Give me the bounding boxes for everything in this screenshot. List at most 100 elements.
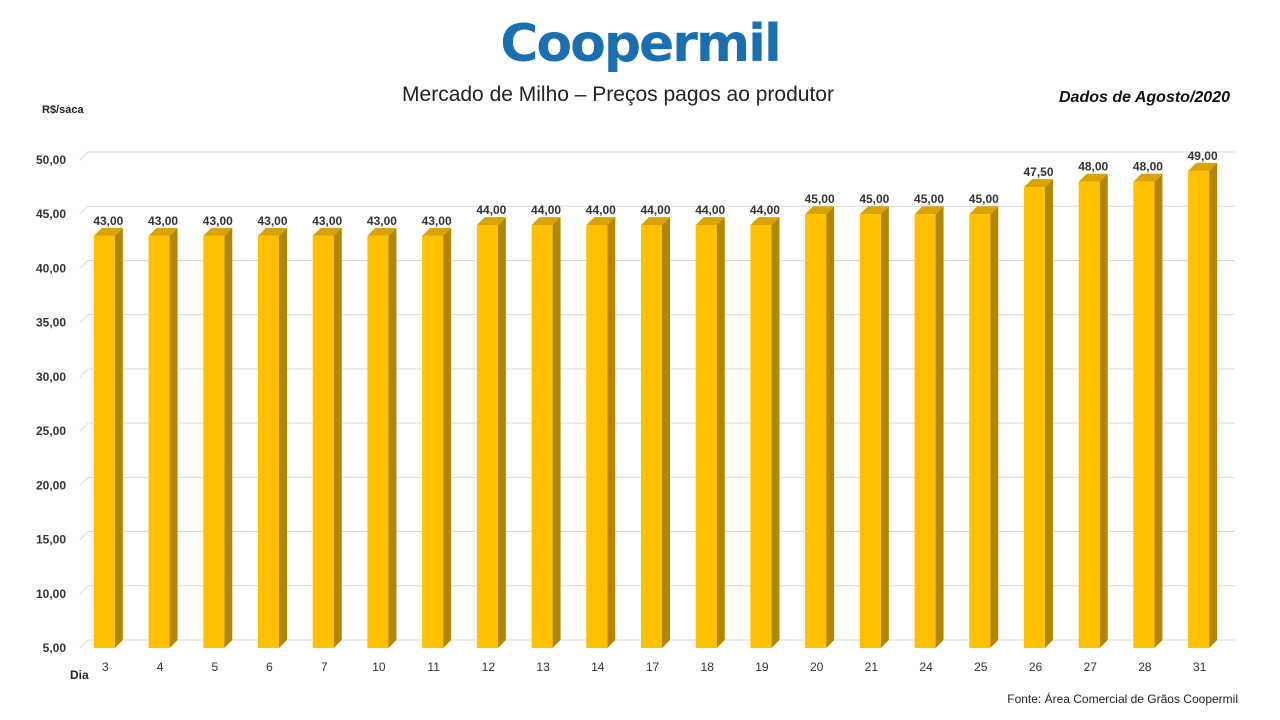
bar-4 (148, 227, 178, 648)
gridline-depth (79, 205, 89, 215)
bar-25 (969, 206, 999, 648)
x-tick-label: 17 (646, 660, 660, 674)
x-tick-label: 10 (372, 660, 386, 674)
gridline-depth (79, 531, 89, 540)
bar-10 (367, 227, 397, 648)
bar-17 (641, 217, 670, 649)
y-axis-label: R$/saca (42, 104, 84, 116)
bar-top (422, 227, 452, 236)
data-label: 47,50 (1023, 165, 1053, 179)
bar-7 (312, 227, 342, 648)
bar-front (859, 214, 881, 648)
bar-front (750, 225, 772, 649)
y-tick-label: 15,00 (36, 533, 66, 547)
bar-front (914, 214, 936, 648)
bar-side (1045, 179, 1053, 648)
bar-front (695, 225, 717, 649)
data-label: 43,00 (367, 214, 397, 228)
x-tick-label: 18 (701, 660, 715, 674)
y-tick-label: 10,00 (36, 587, 66, 601)
bar-top (1024, 179, 1053, 188)
bar-front (586, 225, 608, 649)
bar-top (476, 217, 506, 226)
bar-top (1078, 173, 1108, 182)
data-label: 43,00 (422, 214, 452, 228)
data-label: 43,00 (203, 214, 233, 228)
data-label: 45,00 (969, 192, 999, 206)
gridline-depth (79, 585, 89, 595)
bar-top (1133, 173, 1163, 182)
bar-top (914, 206, 944, 215)
bar-28 (1133, 173, 1163, 648)
bar-top (695, 217, 725, 226)
bar-side (169, 227, 178, 648)
bar-side (935, 206, 944, 648)
bar-27 (1078, 173, 1108, 648)
x-tick-label: 25 (974, 660, 988, 674)
x-tick-label: 20 (810, 660, 824, 674)
chart-subtitle: Dados de Agosto/2020 (1058, 89, 1230, 106)
gridline-depth (79, 368, 89, 378)
bar-26 (1024, 179, 1053, 648)
bar-front (93, 235, 115, 648)
bar-front (641, 225, 662, 649)
bar-13 (531, 217, 561, 649)
x-tick-label: 21 (865, 660, 879, 674)
bar-top (859, 206, 889, 215)
bar-top (969, 206, 999, 215)
bar-side (552, 217, 561, 649)
bar-side (990, 206, 999, 648)
bar-front (1133, 181, 1155, 648)
gridline-depth (79, 639, 89, 649)
bar-top (258, 227, 287, 236)
bar-front (805, 214, 827, 648)
x-tick-label: 5 (211, 660, 218, 674)
bar-front (969, 214, 991, 648)
bar-top (1188, 162, 1218, 171)
chart-title: Mercado de Milho – Preços pagos ao produ… (402, 83, 834, 106)
bar-front (1188, 170, 1210, 648)
bar-front (312, 235, 334, 648)
bar-side (1154, 173, 1163, 648)
bar-front (1024, 187, 1045, 648)
bar-21 (859, 206, 889, 648)
x-tick-label: 27 (1084, 660, 1098, 674)
gridline-depth (79, 422, 89, 432)
data-label: 44,00 (531, 203, 561, 217)
data-label: 45,00 (859, 192, 889, 206)
bar-side (497, 217, 506, 649)
y-tick-label: 5,00 (43, 641, 67, 655)
x-tick-label: 3 (102, 660, 109, 674)
x-tick-label: 14 (591, 660, 605, 674)
x-tick-label: 31 (1193, 660, 1207, 674)
bar-top (805, 206, 835, 215)
bar-side (279, 227, 287, 648)
x-tick-label: 13 (536, 660, 550, 674)
data-label: 44,00 (750, 203, 780, 217)
bar-top (750, 217, 780, 226)
gridline-depth (79, 151, 89, 161)
data-label: 45,00 (805, 192, 835, 206)
bar-24 (914, 206, 944, 648)
bar-top (148, 227, 178, 236)
bar-3 (93, 227, 123, 648)
bar-20 (805, 206, 835, 648)
bar-front (476, 225, 498, 649)
data-label: 45,00 (914, 192, 944, 206)
bar-side (333, 227, 342, 648)
gridline-depth (79, 314, 89, 324)
coopermil-logo: Coopermil (500, 14, 782, 74)
bar-side (607, 217, 616, 649)
data-label: 49,00 (1188, 149, 1218, 163)
bar-top (203, 227, 233, 236)
bar-side (1209, 162, 1218, 648)
x-tick-label: 6 (266, 660, 273, 674)
bar-front (203, 235, 225, 648)
bar-31 (1188, 162, 1218, 648)
bar-front (531, 225, 553, 649)
y-tick-label: 40,00 (36, 261, 66, 275)
x-tick-label: 7 (321, 660, 328, 674)
bar-top (367, 227, 397, 236)
gridline-depth (79, 260, 89, 269)
bar-14 (586, 217, 616, 649)
